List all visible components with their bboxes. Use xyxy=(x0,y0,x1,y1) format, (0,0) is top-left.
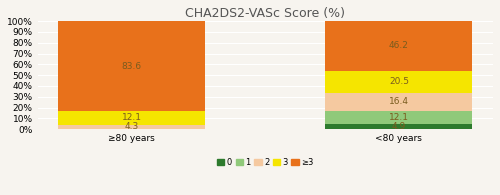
Bar xyxy=(326,93,472,111)
Bar xyxy=(58,125,206,129)
Text: 16.4: 16.4 xyxy=(389,98,409,106)
Text: 12.1: 12.1 xyxy=(122,113,142,122)
Text: 46.2: 46.2 xyxy=(389,42,409,51)
Text: 83.6: 83.6 xyxy=(122,62,142,71)
Bar xyxy=(326,124,472,129)
Bar xyxy=(58,21,206,111)
Legend: 0, 1, 2, 3, ≥3: 0, 1, 2, 3, ≥3 xyxy=(214,155,317,170)
Text: 4.9: 4.9 xyxy=(392,122,406,131)
Bar xyxy=(326,111,472,124)
Text: 12.1: 12.1 xyxy=(389,113,409,122)
Bar xyxy=(326,71,472,93)
Bar xyxy=(326,124,472,129)
Bar xyxy=(58,111,206,125)
Text: 4.3: 4.3 xyxy=(124,122,139,131)
Bar xyxy=(326,21,472,71)
Title: CHA2DS2-VASc Score (%): CHA2DS2-VASc Score (%) xyxy=(186,7,346,20)
Text: 20.5: 20.5 xyxy=(389,77,409,87)
